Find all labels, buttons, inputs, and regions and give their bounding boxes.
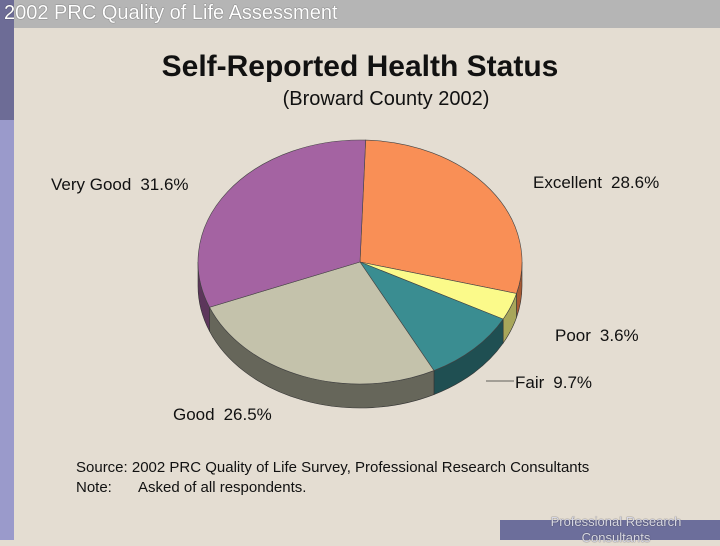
- slice-label-very-good: Very Good 31.6%: [51, 175, 189, 194]
- header-band: [14, 0, 720, 28]
- pie-slice-excellent: [359, 139, 523, 294]
- pie-slice-fair: [359, 261, 504, 371]
- footer-band: [500, 520, 720, 540]
- footer-text: Professional Research Consultants: [550, 514, 682, 545]
- pie-slice-very-good: [197, 139, 366, 308]
- pie-slice-good: [209, 261, 435, 385]
- chart-title: Self-Reported Health Status: [161, 50, 559, 83]
- chart-subtitle: (Broward County 2002): [282, 88, 490, 110]
- source-note: Source: 2002 PRC Quality of Life Survey,…: [76, 458, 589, 498]
- note-label: Note:: [76, 479, 112, 496]
- source-line: Source: 2002 PRC Quality of Life Survey,…: [76, 459, 590, 476]
- note-text: Asked of all respondents.: [138, 479, 307, 496]
- note-line: Note: Asked of all respondents.: [76, 478, 589, 498]
- slice-label-excellent: Excellent 28.6%: [533, 173, 659, 192]
- slice-label-poor: Poor 3.6%: [555, 326, 639, 345]
- slide-header-title: 2002 PRC Quality of Life Assessment: [4, 2, 338, 24]
- slice-label-fair: Fair 9.7%: [515, 373, 592, 392]
- slice-label-good: Good 26.5%: [173, 405, 272, 424]
- left-accent-bar-light: [0, 120, 14, 540]
- left-accent-bar-dark: [0, 0, 14, 120]
